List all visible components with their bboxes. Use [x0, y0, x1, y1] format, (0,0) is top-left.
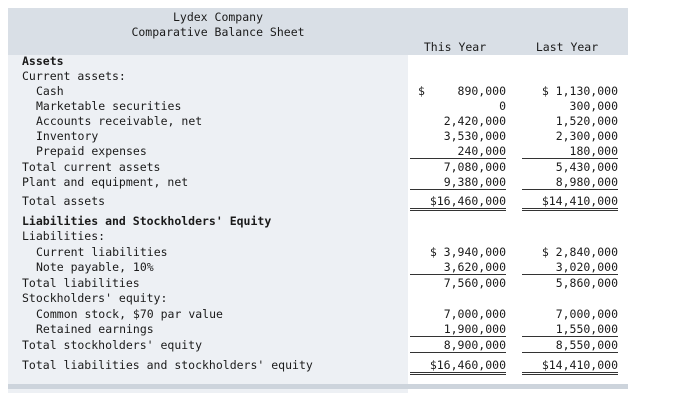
this-year-value: $16,460,000 [410, 194, 506, 211]
last-year-value: 180,000 [522, 144, 618, 159]
last-year-value: $ 2,840,000 [541, 245, 618, 259]
this-year-value: 240,000 [410, 144, 506, 159]
last-year-value: 7,000,000 [555, 307, 618, 321]
this-year-value: 8,900,000 [410, 338, 506, 353]
row-inventory: Inventory 3,530,000 2,300,000 [8, 129, 628, 144]
this-year-value: $16,460,000 [410, 358, 506, 375]
row-label: Liabilities and Stockholders' Equity [22, 214, 272, 228]
last-year-value: 2,300,000 [555, 129, 618, 143]
this-year-value: 7,560,000 [443, 276, 506, 290]
last-year-value: $14,410,000 [522, 358, 618, 375]
this-year-value: 7,000,000 [443, 307, 506, 321]
this-year-value: 3,530,000 [443, 129, 506, 143]
last-year-value: 1,550,000 [522, 322, 618, 337]
bottom-rule [8, 384, 628, 389]
subheading-stockholders-equity: Stockholders' equity: [8, 291, 628, 306]
row-total-current-assets: Total current assets 7,080,000 5,430,000 [8, 160, 628, 175]
this-year-value: 890,000 [457, 84, 506, 98]
last-year-value: 5,430,000 [555, 160, 618, 174]
row-label: Common stock, $70 par value [36, 307, 223, 321]
last-year-value: 3,020,000 [522, 260, 618, 275]
row-prepaid-expenses: Prepaid expenses 240,000 180,000 [8, 144, 628, 159]
row-total-liabilities-and-equity: Total liabilities and stockholders' equi… [8, 358, 628, 375]
row-cash: Cash $ 890,000 $ 1,130,000 [8, 84, 628, 99]
row-label: Assets [22, 54, 64, 68]
this-year-value: 1,900,000 [410, 322, 506, 337]
last-year-value: $ 1,130,000 [541, 84, 618, 98]
row-current-liabilities: Current liabilities $ 3,940,000 $ 2,840,… [8, 245, 628, 260]
last-year-value: 1,520,000 [555, 114, 618, 128]
subheading-current-assets: Current assets: [8, 69, 628, 84]
column-header-last-year: Last Year [535, 40, 599, 54]
last-year-value: 300,000 [569, 99, 618, 113]
last-year-value: $14,410,000 [522, 194, 618, 211]
row-label: Retained earnings [36, 322, 154, 336]
row-label: Inventory [36, 129, 99, 143]
row-total-assets: Total assets $16,460,000 $14,410,000 [8, 194, 628, 211]
row-accounts-receivable: Accounts receivable, net 2,420,000 1,520… [8, 114, 628, 129]
this-year-value: 3,620,000 [410, 260, 506, 275]
row-label: Total stockholders' equity [22, 338, 203, 352]
column-header-this-year: This Year [423, 40, 487, 54]
row-total-stockholders-equity: Total stockholders' equity 8,900,000 8,5… [8, 338, 628, 353]
row-label: Total liabilities and stockholders' equi… [22, 358, 313, 372]
row-label: Total liabilities [22, 276, 140, 290]
statement-title: Comparative Balance Sheet [131, 25, 305, 39]
this-year-value: 9,380,000 [410, 175, 506, 190]
row-label: Stockholders' equity: [22, 291, 168, 305]
header-band [8, 8, 628, 55]
row-label: Current assets: [22, 69, 126, 83]
last-year-value: 5,860,000 [555, 276, 618, 290]
row-label: Liabilities: [22, 229, 106, 243]
row-label: Cash [36, 84, 64, 98]
row-plant-and-equipment: Plant and equipment, net 9,380,000 8,980… [8, 175, 628, 190]
last-year-value: 8,550,000 [522, 338, 618, 353]
row-label: Note payable, 10% [36, 260, 154, 274]
row-label: Accounts receivable, net [36, 114, 203, 128]
row-retained-earnings: Retained earnings 1,900,000 1,550,000 [8, 322, 628, 337]
subheading-liabilities: Liabilities: [8, 229, 628, 244]
row-label: Prepaid expenses [36, 144, 147, 158]
row-note-payable: Note payable, 10% 3,620,000 3,020,000 [8, 260, 628, 275]
row-label: Total assets [22, 194, 106, 208]
row-common-stock: Common stock, $70 par value 7,000,000 7,… [8, 307, 628, 322]
this-year-value: $ 3,940,000 [429, 245, 506, 259]
label-column-shade [8, 55, 408, 393]
balance-sheet: Lydex Company Comparative Balance Sheet … [8, 8, 628, 393]
this-year-value: 0 [499, 99, 506, 113]
row-marketable-securities: Marketable securities 0 300,000 [8, 99, 628, 114]
this-year-value: 2,420,000 [443, 114, 506, 128]
row-total-liabilities: Total liabilities 7,560,000 5,860,000 [8, 276, 628, 291]
row-label: Plant and equipment, net [22, 175, 189, 189]
this-year-value: 7,080,000 [443, 160, 506, 174]
section-heading-assets: Assets [8, 54, 628, 69]
dollar-sign: $ [418, 84, 425, 98]
company-name: Lydex Company [172, 10, 263, 24]
last-year-value: 8,980,000 [522, 175, 618, 190]
row-label: Total current assets [22, 160, 161, 174]
row-label: Current liabilities [36, 245, 168, 259]
row-label: Marketable securities [36, 99, 182, 113]
section-heading-liabilities-equity: Liabilities and Stockholders' Equity [8, 214, 628, 229]
